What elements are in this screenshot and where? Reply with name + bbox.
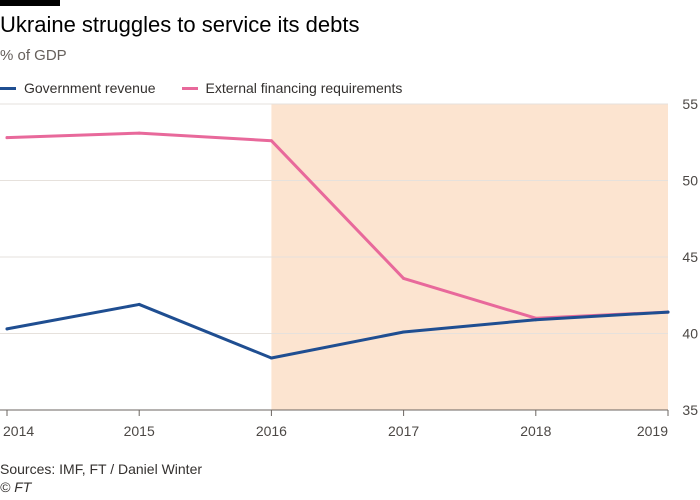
x-tick-label-2017: 2017 — [388, 423, 419, 439]
x-tick-label-2019: 2019 — [637, 423, 668, 439]
data-point-government-revenue-2018 — [534, 318, 538, 322]
data-point-external-financing-requirements-2014 — [5, 136, 9, 140]
data-point-government-revenue-2019 — [666, 310, 670, 314]
data-point-government-revenue-2015 — [137, 302, 141, 306]
legend-swatch-government-revenue — [0, 86, 16, 90]
chart-subtitle: % of GDP — [0, 47, 67, 64]
source-note: Sources: IMF, FT / Daniel Winter — [0, 461, 203, 477]
legend-item-government-revenue: Government revenue — [0, 80, 156, 96]
legend: Government revenue External financing re… — [0, 80, 402, 96]
x-tick-label-2016: 2016 — [256, 423, 287, 439]
y-tick-label-45: 45 — [682, 249, 698, 265]
chart-title: Ukraine struggles to service its debts — [0, 12, 360, 37]
data-point-government-revenue-2017 — [402, 330, 406, 334]
data-point-external-financing-requirements-2015 — [137, 131, 141, 135]
legend-item-external-financing: External financing requirements — [181, 80, 403, 96]
data-point-external-financing-requirements-2016 — [269, 139, 273, 143]
x-tick-label-2015: 2015 — [124, 423, 155, 439]
data-point-government-revenue-2016 — [269, 356, 273, 360]
header-accent-bar — [0, 0, 60, 6]
y-tick-label-55: 55 — [682, 96, 698, 112]
legend-label-government-revenue: Government revenue — [24, 80, 156, 96]
y-tick-label-35: 35 — [682, 402, 698, 418]
data-point-government-revenue-2014 — [5, 327, 9, 331]
x-tick-label-2018: 2018 — [520, 423, 551, 439]
y-tick-label-50: 50 — [682, 173, 698, 189]
legend-label-external-financing: External financing requirements — [205, 80, 403, 96]
series-line-government-revenue — [5, 302, 670, 360]
y-tick-label-40: 40 — [682, 326, 698, 342]
line-chart: 35 40 45 50 55 2014 2015 2016 2017 2018 2019 — [0, 96, 698, 439]
data-point-external-financing-requirements-2017 — [402, 276, 406, 280]
legend-swatch-external-financing — [181, 86, 198, 90]
x-tick-label-2014: 2014 — [3, 423, 34, 439]
credit-note: © FT — [0, 479, 32, 495]
